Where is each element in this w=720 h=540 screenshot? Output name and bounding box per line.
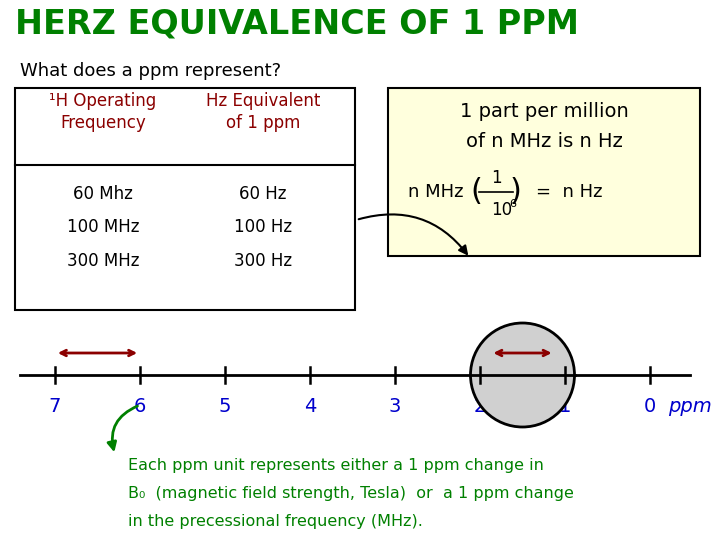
Text: of n MHz is n Hz: of n MHz is n Hz	[466, 132, 622, 151]
Text: 2: 2	[474, 397, 486, 416]
Text: ): )	[510, 178, 522, 206]
Text: (: (	[470, 178, 482, 206]
Text: Each ppm unit represents either a 1 ppm change in: Each ppm unit represents either a 1 ppm …	[128, 458, 544, 473]
Text: 1 part per million: 1 part per million	[459, 102, 629, 121]
Text: 3: 3	[389, 397, 401, 416]
Text: B₀  (magnetic field strength, Tesla)  or  a 1 ppm change: B₀ (magnetic field strength, Tesla) or a…	[128, 486, 574, 501]
Text: 7: 7	[49, 397, 61, 416]
Text: 10: 10	[491, 201, 512, 219]
Text: 300 Hz: 300 Hz	[234, 252, 292, 270]
Text: 60 Hz: 60 Hz	[239, 185, 287, 203]
Circle shape	[470, 323, 575, 427]
Text: What does a ppm represent?: What does a ppm represent?	[20, 62, 281, 80]
Text: n MHz: n MHz	[408, 183, 464, 201]
Text: 6: 6	[134, 397, 146, 416]
Text: in the precessional frequency (MHz).: in the precessional frequency (MHz).	[128, 514, 423, 529]
Text: ppm: ppm	[668, 397, 712, 416]
Text: 100 MHz: 100 MHz	[67, 218, 139, 236]
Text: 4: 4	[304, 397, 316, 416]
Text: Hz Equivalent
of 1 ppm: Hz Equivalent of 1 ppm	[206, 92, 320, 132]
Text: 1: 1	[491, 169, 501, 187]
FancyBboxPatch shape	[15, 88, 355, 310]
Text: 6: 6	[509, 199, 516, 209]
Text: HERZ EQUIVALENCE OF 1 PPM: HERZ EQUIVALENCE OF 1 PPM	[15, 8, 579, 41]
Text: 0: 0	[644, 397, 656, 416]
Text: 300 MHz: 300 MHz	[67, 252, 139, 270]
Text: 100 Hz: 100 Hz	[234, 218, 292, 236]
Text: 60 Mhz: 60 Mhz	[73, 185, 133, 203]
Text: 1: 1	[559, 397, 571, 416]
Text: =  n Hz: = n Hz	[536, 183, 603, 201]
Text: 5: 5	[219, 397, 231, 416]
FancyBboxPatch shape	[388, 88, 700, 256]
Text: ¹H Operating
Frequency: ¹H Operating Frequency	[50, 92, 157, 132]
